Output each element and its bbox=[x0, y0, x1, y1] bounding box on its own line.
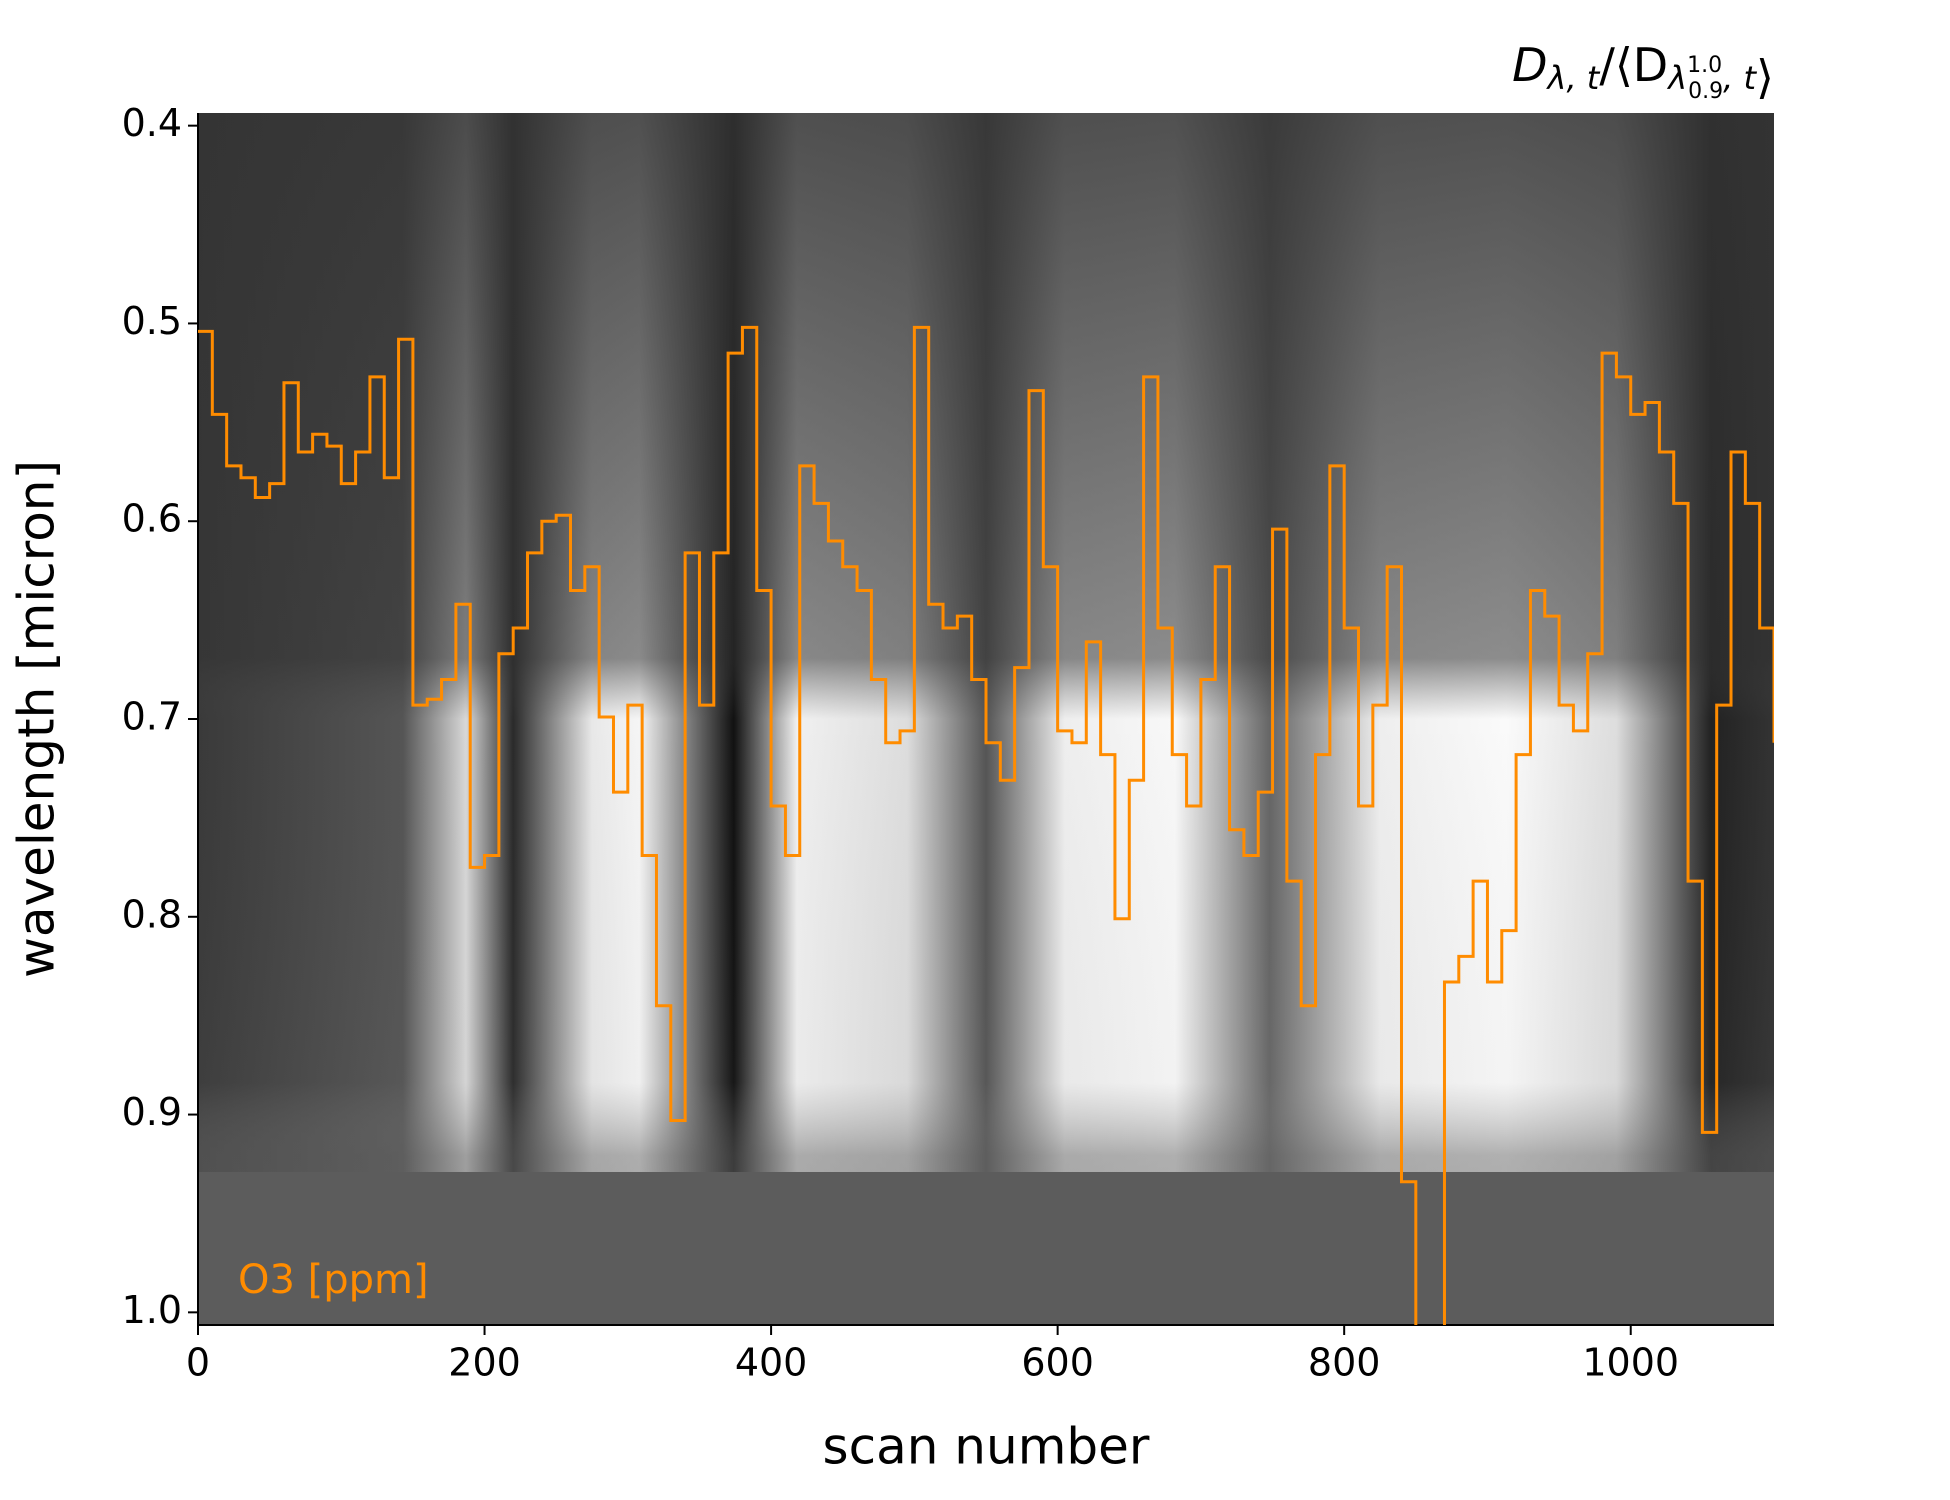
y-tick-label: 0.9 bbox=[122, 1090, 182, 1134]
x-tick-label: 400 bbox=[735, 1341, 808, 1385]
y-axis-label: wavelength [micron] bbox=[8, 460, 66, 978]
y-tick-label: 1.0 bbox=[122, 1288, 182, 1332]
chart-title: Dλ, t/⟨Dλ1.0 0.9, t⟩ bbox=[1512, 38, 1774, 105]
y-tick-label: 0.5 bbox=[122, 299, 182, 343]
x-tick-label: 0 bbox=[186, 1341, 210, 1385]
x-tick-label: 200 bbox=[448, 1341, 521, 1385]
y-tick-label: 0.7 bbox=[122, 695, 182, 739]
x-tick-label: 800 bbox=[1308, 1341, 1381, 1385]
o3-line bbox=[198, 325, 1774, 1325]
y-tick-label: 0.8 bbox=[122, 892, 182, 936]
x-axis-label: scan number bbox=[823, 1418, 1150, 1476]
annotation: O3 [ppm] bbox=[238, 1257, 429, 1303]
x-tick-label: 1000 bbox=[1582, 1341, 1679, 1385]
y-tick-label: 0.6 bbox=[122, 497, 182, 541]
y-tick-label: 0.4 bbox=[122, 101, 182, 145]
x-tick-label: 600 bbox=[1021, 1341, 1094, 1385]
